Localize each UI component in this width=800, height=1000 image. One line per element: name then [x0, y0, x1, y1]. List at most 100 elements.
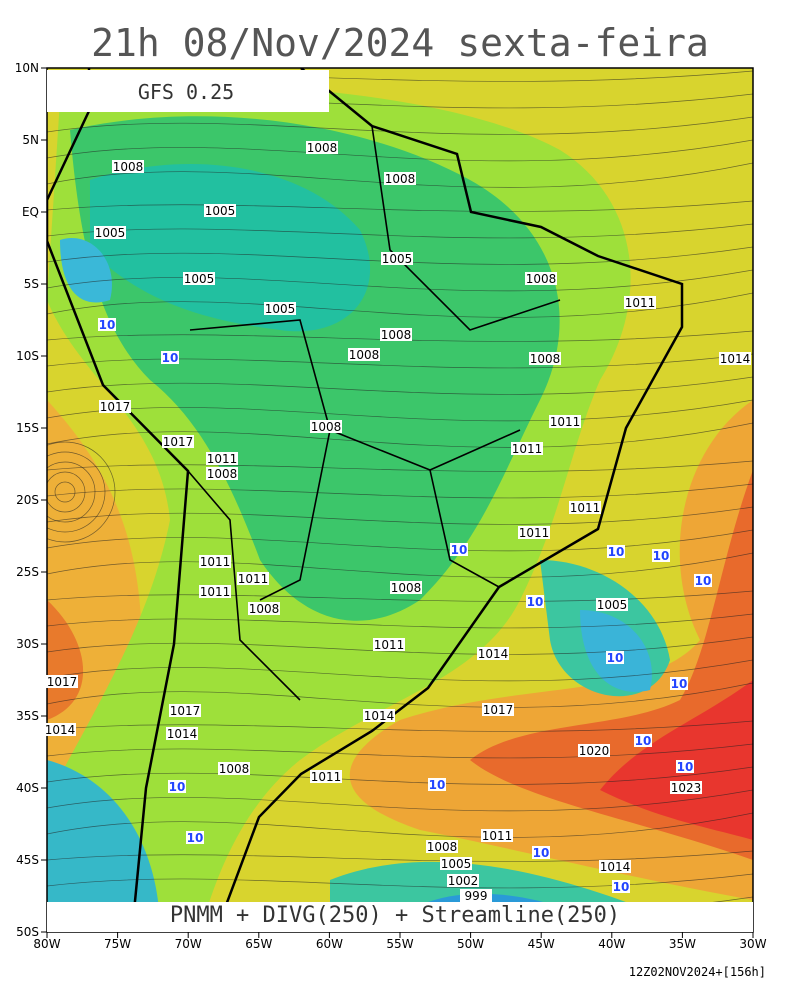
contour-label-bg: [348, 348, 380, 361]
streamline: [47, 460, 753, 472]
contour-label-bg: [46, 675, 78, 688]
contour-label: 1014: [167, 727, 198, 741]
streamline: [47, 636, 753, 655]
contour-label-bg: [373, 638, 405, 651]
streamline-vortex: [47, 451, 106, 533]
southern-low: [47, 760, 160, 932]
contour-label: 1014: [720, 352, 751, 366]
divergence-label: 10: [608, 545, 625, 559]
contour-label: 1011: [570, 501, 601, 515]
contour-label: 1014: [45, 723, 76, 737]
contour-label-bg: [183, 272, 215, 285]
contour-label-bg: [310, 770, 342, 783]
contour-label-bg: [248, 602, 280, 615]
contour-label-bg: [596, 598, 628, 611]
streamline: [47, 292, 753, 318]
contour-label-bg: [460, 889, 492, 902]
contour-label: 1014: [478, 647, 509, 661]
streamline: [47, 766, 753, 785]
streamline: [47, 422, 753, 448]
contour-label-bg: [525, 272, 557, 285]
divergence-label-bg: [161, 351, 179, 364]
contour-label: 1011: [625, 296, 656, 310]
lat-tick-label: 15S: [16, 421, 39, 435]
streamline: [47, 506, 753, 525]
divergence-label: 10: [533, 846, 550, 860]
contour-label: 1008: [530, 352, 561, 366]
lon-tick-label: 60W: [316, 937, 343, 951]
divergence-label: 10: [527, 595, 544, 609]
contour-label: 1005: [205, 204, 236, 218]
model-box: [47, 70, 329, 112]
lon-tick-label: 30W: [739, 937, 766, 951]
contour-label-bg: [99, 400, 131, 413]
contour-label-bg: [169, 704, 201, 717]
contour-label-bg: [578, 744, 610, 757]
divergence-label: 10: [695, 574, 712, 588]
contour-label-bg: [477, 647, 509, 660]
contour-label: 1020: [579, 744, 610, 758]
contour-label: 1005: [441, 857, 472, 871]
lon-tick-label: 75W: [104, 937, 131, 951]
streamline: [47, 269, 753, 292]
run-label: 12Z02NOV2024+[156h]: [629, 965, 766, 979]
contour-label: 999: [465, 889, 488, 903]
lon-tick-label: 35W: [669, 937, 696, 951]
lat-tick-label: 10S: [16, 349, 39, 363]
contour-label: 1005: [382, 252, 413, 266]
contour-label: 1008: [381, 328, 412, 342]
lat-tick-label: 40S: [16, 781, 39, 795]
contour-label: 1002: [448, 874, 479, 888]
contour-label-bg: [112, 160, 144, 173]
lon-tick-label: 55W: [386, 937, 413, 951]
divergence-label: 10: [162, 351, 179, 365]
streamline: [47, 399, 753, 422]
contour-label: 1008: [526, 272, 557, 286]
contour-label: 1017: [100, 400, 131, 414]
contour-label-bg: [549, 415, 581, 428]
lon-tick-label: 50W: [457, 937, 484, 951]
streamline: [47, 139, 753, 162]
contour-label-bg: [199, 555, 231, 568]
streamline: [47, 246, 753, 265]
contour-label-bg: [264, 302, 296, 315]
contour-label-bg: [624, 296, 656, 309]
contour-label-bg: [482, 703, 514, 716]
contour-label-bg: [511, 442, 543, 455]
streamline-vortex: [47, 471, 86, 513]
contour-label-bg: [426, 840, 458, 853]
contour-label-bg: [529, 352, 561, 365]
pacific-core: [47, 600, 84, 720]
divergence-label-bg: [606, 651, 624, 664]
model-label: GFS 0.25: [138, 80, 234, 104]
contour-label-bg: [206, 452, 238, 465]
contour-label: 1005: [184, 272, 215, 286]
contour-label-bg: [481, 829, 513, 842]
divergence-label: 10: [429, 778, 446, 792]
streamline: [47, 682, 753, 708]
divergence-label-bg: [526, 595, 544, 608]
contour-label: 1008: [427, 840, 458, 854]
fields-label: PNMM + DIVG(250) + Streamline(250): [170, 903, 620, 928]
contour-label-bg: [199, 585, 231, 598]
contour-label: 1011: [550, 415, 581, 429]
contour-label: 1011: [207, 452, 238, 466]
lat-tick-label: 10N: [15, 61, 39, 75]
streamline: [47, 376, 753, 395]
contour-label-bg: [569, 501, 601, 514]
contour-label-bg: [719, 352, 751, 365]
lon-tick-label: 70W: [175, 937, 202, 951]
divergence-label-bg: [634, 734, 652, 747]
contour-label-bg: [599, 860, 631, 873]
divergence-label-bg: [612, 880, 630, 893]
streamline-vortex: [54, 481, 76, 503]
divergence-label: 10: [635, 734, 652, 748]
contour-label-bg: [670, 781, 702, 794]
map-title: 21h 08/Nov/2024 sexta-feira: [91, 21, 709, 65]
streamline: [47, 200, 753, 212]
streamline: [47, 116, 753, 135]
contour-label-bg: [380, 328, 412, 341]
contour-label-bg: [44, 723, 76, 736]
contour-label-bg: [390, 581, 422, 594]
